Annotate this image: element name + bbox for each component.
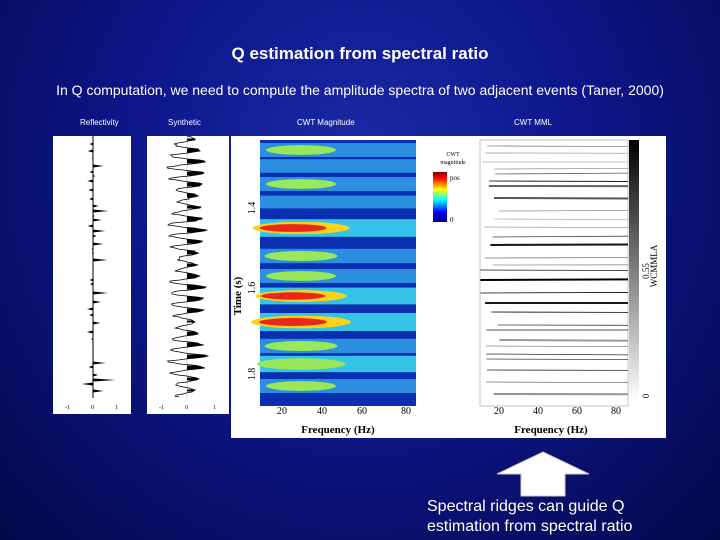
synthetic-label: Synthetic — [168, 118, 201, 127]
synth-tick-2: 0 — [185, 405, 188, 411]
time-tick-1: 1.4 — [247, 202, 258, 215]
callout-line-2: estimation from spectral ratio — [427, 518, 633, 535]
time-tick-3: 1.8 — [247, 368, 258, 381]
cwt-spectrogram — [251, 140, 416, 406]
freq-tick-20-right: 20 — [494, 406, 504, 417]
up-arrow-icon — [496, 451, 590, 497]
refl-tick-1: -1 — [65, 405, 70, 411]
freq-axis-label-left: Frequency (Hz) — [301, 424, 375, 436]
reflectivity-panel: -1 0 1 — [53, 136, 131, 414]
cwt-magnitude-label: CWT Magnitude — [297, 118, 355, 127]
gray-bar-mid: 0.55 — [641, 263, 651, 279]
colorbar-zero: 0 — [450, 216, 454, 224]
freq-tick-40-right: 40 — [533, 406, 543, 417]
freq-tick-40-left: 40 — [317, 406, 327, 417]
cwt-figure-panel: Time (s) 1.4 1.6 1.8 20 40 60 80 Frequen… — [231, 136, 666, 438]
freq-tick-60-right: 60 — [572, 406, 582, 417]
cwt-mml-plot — [479, 139, 629, 407]
colorbar-title-1: CWT — [446, 152, 460, 158]
freq-tick-20-left: 20 — [277, 406, 287, 417]
freq-tick-60-left: 60 — [357, 406, 367, 417]
reflectivity-label: Reflectivity — [80, 118, 119, 127]
time-tick-2: 1.6 — [247, 282, 258, 295]
cwt-colorbar: CWT magnitude pos 0 — [433, 152, 466, 224]
freq-tick-80-left: 80 — [401, 406, 411, 417]
refl-tick-2: 0 — [91, 405, 94, 411]
synthetic-panel: -1 0 1 — [147, 135, 229, 414]
cwt-figure: Time (s) 1.4 1.6 1.8 20 40 60 80 Frequen… — [232, 139, 659, 436]
freq-axis-label-right: Frequency (Hz) — [514, 424, 588, 436]
callout-line-1: Spectral ridges can guide Q — [427, 498, 625, 515]
time-axis-label: Time (s) — [232, 276, 244, 315]
gray-bar-label: WCMMLA — [649, 244, 659, 287]
slide-subtitle: In Q computation, we need to compute the… — [56, 82, 664, 98]
callout-text: Spectral ridges can guide Q estimation f… — [427, 497, 632, 537]
colorbar-title-2: magnitude — [440, 160, 466, 166]
synth-tick-1: -1 — [159, 405, 164, 411]
mml-colorbar: WCMMLA 0.55 0 — [629, 140, 659, 402]
colorbar-pos: pos — [450, 174, 460, 182]
slide-title: Q estimation from spectral ratio — [231, 44, 489, 63]
refl-tick-3: 1 — [115, 405, 118, 411]
freq-tick-80-right: 80 — [611, 406, 621, 417]
cwt-mml-label: CWT MML — [514, 118, 553, 127]
synth-tick-3: 1 — [213, 405, 216, 411]
gray-bar-zero: 0 — [641, 393, 651, 398]
synthetic-trace: -1 0 1 — [159, 135, 216, 411]
reflectivity-trace: -1 0 1 — [65, 136, 118, 411]
